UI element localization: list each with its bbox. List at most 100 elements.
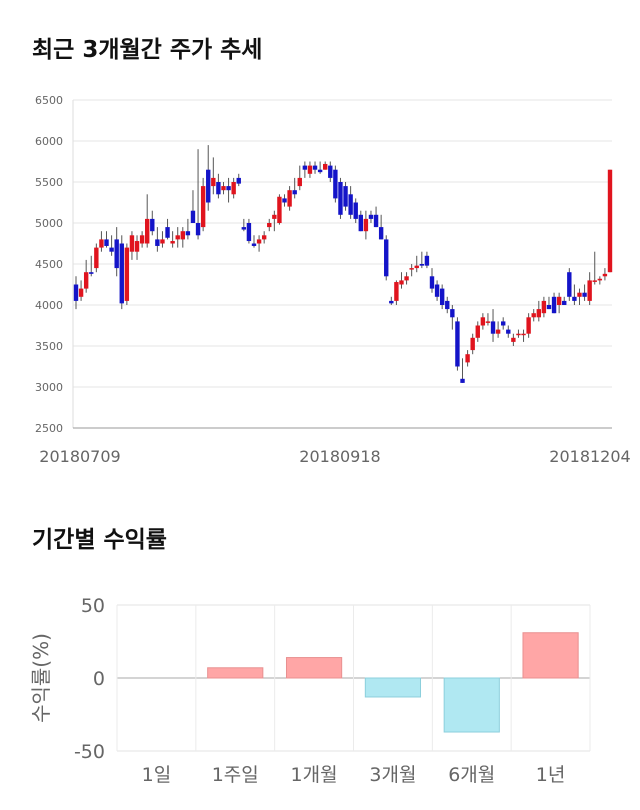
price-y-axis: 2500 3000 3500 4000 4500 5000 5500 6000 6500 [35, 94, 63, 435]
returns-bar [207, 667, 264, 679]
candle-body-down [104, 239, 109, 246]
candle [256, 235, 262, 252]
price-x-tick: 20180709 [39, 447, 120, 466]
candle [282, 194, 287, 207]
candles [73, 145, 613, 383]
candle [134, 235, 140, 260]
candle [450, 305, 455, 330]
candle-body-down [353, 202, 358, 219]
candle [439, 284, 445, 310]
candle [297, 165, 302, 191]
candle [221, 182, 226, 195]
candle-body-down [501, 321, 506, 326]
candle [287, 186, 292, 211]
candle-body-up [399, 280, 404, 285]
candle [404, 272, 409, 285]
candle [109, 235, 114, 256]
candle [470, 333, 475, 355]
candle [119, 235, 124, 310]
candle [556, 292, 562, 314]
candle [551, 292, 557, 314]
candle [480, 313, 486, 330]
candle-body-up [363, 218, 369, 232]
candle [338, 177, 343, 219]
candle-body-down [114, 239, 119, 269]
returns-y-tick: 0 [93, 668, 105, 690]
candle-body-up [526, 317, 531, 334]
candle [516, 329, 521, 338]
candle-body-down [348, 194, 353, 215]
candle-body-up [160, 239, 165, 244]
candle [94, 243, 99, 273]
candle [343, 182, 348, 211]
candle-body-up [531, 313, 536, 318]
candle [333, 165, 338, 203]
candle [323, 161, 328, 170]
candle-body-up [277, 196, 282, 223]
candle [501, 317, 506, 330]
returns-y-axis: 50 0 -50 [74, 595, 105, 763]
candle-body-up [323, 163, 328, 170]
candle-body-down [89, 272, 94, 274]
returns-x-tick: 1년 [536, 764, 566, 786]
price-x-tick: 20181204 [549, 447, 630, 466]
returns-x-tick: 1일 [142, 764, 172, 786]
candle [490, 309, 496, 342]
returns-bar [285, 657, 343, 679]
candle-body-down [419, 264, 425, 266]
price-y-tick: 5000 [35, 217, 63, 230]
returns-bar [522, 632, 579, 679]
candle [104, 231, 109, 248]
candle-body-down [439, 288, 445, 305]
candle [409, 264, 414, 277]
candle-body-down [195, 223, 201, 236]
returns-bar [443, 677, 500, 733]
candle [363, 210, 369, 240]
candle [73, 276, 79, 310]
candle-body-up [287, 190, 292, 207]
candle-body-down [302, 165, 308, 170]
price-y-tick: 5500 [35, 176, 63, 189]
candle-body-down [338, 182, 343, 215]
candle-body-up [200, 186, 206, 228]
candle [546, 296, 552, 310]
candle-body-up [602, 273, 608, 277]
candle [175, 227, 180, 248]
returns-chart-title: 기간별 수익률 [32, 527, 167, 553]
candle [195, 149, 201, 240]
candle-body-down [236, 177, 241, 184]
candle [180, 227, 185, 248]
candle-body-up [231, 182, 236, 195]
candle [226, 177, 231, 203]
candle-body-down [434, 284, 440, 297]
candle-body-down [506, 329, 511, 334]
candle [384, 235, 389, 281]
candle-body-down [150, 218, 155, 232]
candle [536, 300, 541, 322]
candle [582, 284, 587, 301]
candle-body-down [384, 239, 389, 277]
candle [607, 169, 613, 273]
candle [267, 218, 272, 232]
candle [541, 296, 547, 318]
returns-x-tick: 6개월 [448, 764, 495, 786]
candle [277, 194, 282, 225]
candle-body-down [328, 165, 333, 178]
candle [206, 145, 211, 211]
candle-body-up [607, 169, 613, 273]
candle-body-up [470, 337, 475, 351]
price-y-tick: 4500 [35, 258, 63, 271]
candle [389, 296, 394, 305]
candle [521, 329, 526, 342]
candle [216, 173, 221, 199]
candle-body-up [587, 280, 592, 301]
candle-body-down [216, 182, 221, 195]
candle-body-down [241, 227, 247, 230]
candle [292, 177, 297, 199]
candle [592, 251, 597, 285]
candle-body-up [597, 278, 603, 281]
candle [460, 358, 465, 383]
candle-body-down [246, 223, 252, 242]
candle [445, 296, 450, 314]
